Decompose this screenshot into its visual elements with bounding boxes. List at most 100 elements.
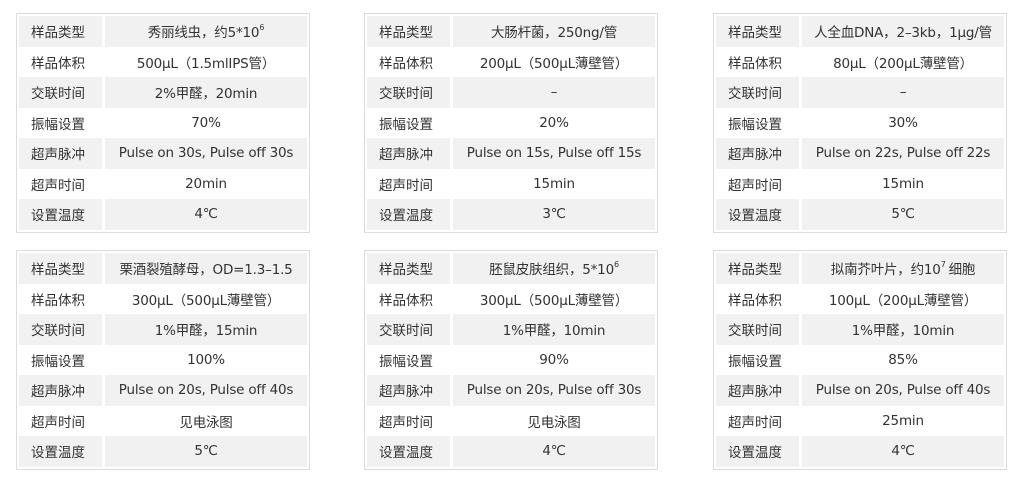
row-label: 超声时间 — [716, 405, 802, 436]
row-label: 样品类型 — [367, 16, 453, 47]
row-label: 振幅设置 — [19, 107, 105, 138]
table-row: 振幅设置 20% — [367, 107, 655, 138]
value-text: 见电泳图 — [527, 414, 581, 431]
row-label: 样品类型 — [19, 16, 105, 47]
table-row: 超声脉冲 Pulse on 22s, Pulse off 22s — [716, 138, 1004, 169]
row-label: 交联时间 — [367, 77, 453, 108]
table-row: 交联时间 – — [367, 77, 655, 108]
row-label: 振幅设置 — [716, 344, 802, 375]
row-label: 设置温度 — [367, 199, 453, 230]
row-value: 拟南芥叶片，约107 细胞 — [802, 258, 1004, 279]
row-label: 设置温度 — [367, 436, 453, 467]
table-row: 超声脉冲 Pulse on 30s, Pulse off 30s — [19, 138, 307, 169]
row-value: 30% — [802, 115, 1004, 131]
row-value: – — [802, 84, 1004, 100]
value-text: – — [550, 84, 558, 101]
table-row: 超声脉冲 Pulse on 20s, Pulse off 40s — [19, 375, 307, 406]
row-value: Pulse on 22s, Pulse off 22s — [802, 145, 1004, 161]
row-value: 见电泳图 — [105, 411, 307, 431]
row-label: 超声脉冲 — [367, 138, 453, 169]
row-value: 2%甲醛，20min — [105, 82, 307, 102]
value-text: 5℃ — [891, 206, 915, 223]
value-text: 20min — [185, 175, 227, 192]
sonication-params-table: 样品类型 大肠杆菌，250ng/管 样品体积 200µL（500µL薄壁管） 交联时间 –… — [364, 13, 658, 233]
table-row: 超声时间 见电泳图 — [367, 405, 655, 436]
row-value: 500µL（1.5mlIPS管） — [105, 52, 307, 72]
row-value: 90% — [453, 352, 655, 368]
row-label: 超声时间 — [367, 405, 453, 436]
value-text: 500µL（1.5mlIPS管） — [136, 55, 276, 72]
value-text: Pulse on 20s, Pulse off 30s — [466, 382, 642, 399]
row-label: 超声脉冲 — [716, 375, 802, 406]
value-text: 200µL（500µL薄壁管） — [479, 55, 629, 72]
table-row: 超声时间 15min — [716, 168, 1004, 199]
value-text: 人全血DNA，2–3kb，1µg/管 — [814, 25, 992, 42]
value-text: Pulse on 15s, Pulse off 15s — [466, 145, 642, 162]
table-row: 样品体积 100µL（200µL薄壁管） — [716, 283, 1004, 314]
row-label: 样品类型 — [716, 253, 802, 284]
table-row: 样品体积 200µL（500µL薄壁管） — [367, 46, 655, 77]
table-row: 样品体积 300µL（500µL薄壁管） — [367, 283, 655, 314]
row-value: 100% — [105, 352, 307, 368]
row-label: 超声脉冲 — [19, 375, 105, 406]
row-label: 样品体积 — [367, 283, 453, 314]
table-row: 振幅设置 30% — [716, 107, 1004, 138]
row-label: 超声脉冲 — [19, 138, 105, 169]
row-label: 超声时间 — [716, 168, 802, 199]
row-label: 振幅设置 — [367, 107, 453, 138]
value-text: 20% — [539, 114, 569, 131]
table-row: 超声时间 见电泳图 — [19, 405, 307, 436]
table-row: 设置温度 4℃ — [716, 436, 1004, 467]
row-value: 1%甲醛，15min — [105, 319, 307, 339]
value-text: 胚鼠皮肤组织，5*10 — [489, 262, 614, 279]
value-text: Pulse on 22s, Pulse off 22s — [815, 145, 991, 162]
value-text: 见电泳图 — [179, 414, 233, 431]
table-row: 样品类型 胚鼠皮肤组织，5*106 — [367, 253, 655, 284]
table-row: 样品类型 大肠杆菌，250ng/管 — [367, 16, 655, 47]
table-row: 样品类型 秀丽线虫，约5*106 — [19, 16, 307, 47]
value-text: 25min — [882, 412, 924, 429]
row-label: 样品类型 — [367, 253, 453, 284]
table-row: 样品体积 300µL（500µL薄壁管） — [19, 283, 307, 314]
table-row: 样品类型 拟南芥叶片，约107 细胞 — [716, 253, 1004, 284]
value-text: 4℃ — [542, 443, 566, 460]
row-value: 3℃ — [453, 206, 655, 222]
table-row: 超声脉冲 Pulse on 15s, Pulse off 15s — [367, 138, 655, 169]
row-value: 1%甲醛，10min — [453, 319, 655, 339]
row-value: 人全血DNA，2–3kb，1µg/管 — [802, 21, 1004, 41]
row-label: 样品体积 — [716, 46, 802, 77]
table-row: 交联时间 2%甲醛，20min — [19, 77, 307, 108]
table-row: 交联时间 1%甲醛，10min — [367, 314, 655, 345]
row-label: 超声脉冲 — [716, 138, 802, 169]
row-label: 超声时间 — [367, 168, 453, 199]
row-value: Pulse on 20s, Pulse off 40s — [105, 382, 307, 398]
value-text: 30% — [888, 114, 918, 131]
value-text: 15min — [533, 175, 575, 192]
table-row: 样品类型 人全血DNA，2–3kb，1µg/管 — [716, 16, 1004, 47]
row-value: Pulse on 20s, Pulse off 40s — [802, 382, 1004, 398]
row-value: 5℃ — [802, 206, 1004, 222]
value-text: 70% — [191, 114, 221, 131]
row-value: Pulse on 20s, Pulse off 30s — [453, 382, 655, 398]
value-text: 1%甲醛，15min — [154, 323, 258, 340]
row-value: 70% — [105, 115, 307, 131]
sonication-params-table: 样品类型 秀丽线虫，约5*106 样品体积 500µL（1.5mlIPS管） 交联时间 2… — [16, 13, 310, 233]
value-text: 100µL（200µL薄壁管） — [828, 292, 978, 309]
row-value: 4℃ — [802, 443, 1004, 459]
table-row: 交联时间 – — [716, 77, 1004, 108]
row-label: 样品体积 — [19, 46, 105, 77]
row-value: 4℃ — [453, 443, 655, 459]
table-row: 超声时间 15min — [367, 168, 655, 199]
row-label: 设置温度 — [716, 436, 802, 467]
row-value: 4℃ — [105, 206, 307, 222]
row-label: 样品体积 — [716, 283, 802, 314]
value-text: 80µL（200µL薄壁管） — [833, 55, 973, 72]
row-value: 300µL（500µL薄壁管） — [453, 289, 655, 309]
row-label: 交联时间 — [716, 314, 802, 345]
row-value: 25min — [802, 413, 1004, 429]
exponent: 6 — [613, 260, 619, 270]
value-text: Pulse on 20s, Pulse off 40s — [118, 382, 294, 399]
row-value: Pulse on 15s, Pulse off 15s — [453, 145, 655, 161]
value-text: Pulse on 30s, Pulse off 30s — [118, 145, 294, 162]
sonication-params-table: 样品类型 栗酒裂殖酵母，OD=1.3–1.5 样品体积 300µL（500µL薄壁管）… — [16, 250, 310, 470]
